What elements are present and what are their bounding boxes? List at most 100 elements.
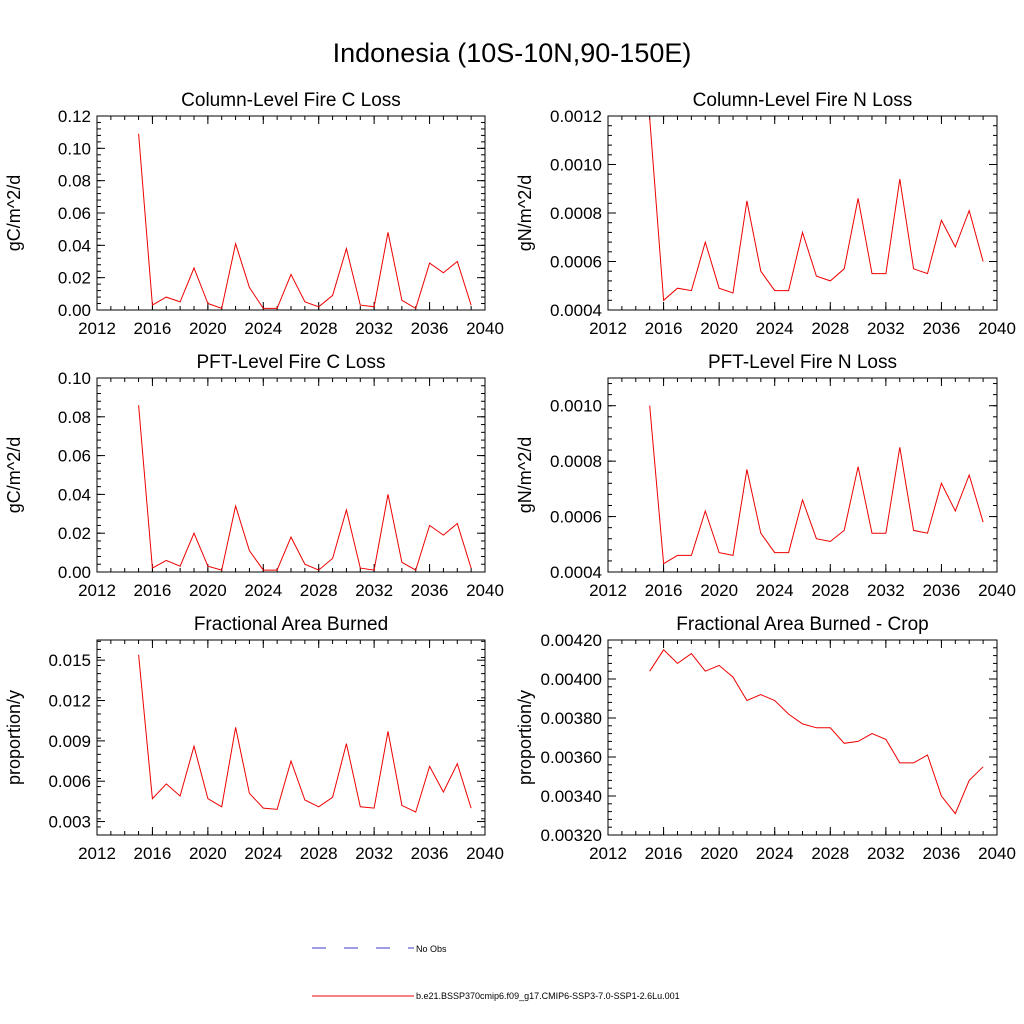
- x-tick-label: 2016: [134, 581, 172, 600]
- panel-title: PFT-Level Fire N Loss: [708, 352, 897, 373]
- x-tick-label: 2032: [355, 844, 393, 863]
- x-tick-label: 2036: [411, 319, 449, 338]
- panel-4: PFT-Level Fire N Loss gN/m^2/d 2012 2016 202…: [515, 352, 1016, 600]
- y-tick-label: 0.012: [48, 692, 91, 711]
- x-tick-label: 2024: [244, 844, 282, 863]
- y-tick-label: 0.04: [58, 485, 91, 504]
- series-line: [138, 405, 472, 571]
- x-tick-label: 2036: [411, 581, 449, 600]
- y-tick-label: 0.00360: [541, 748, 602, 767]
- y-tick-label: 0.0006: [550, 253, 602, 272]
- y-tick-label: 0.0006: [550, 508, 602, 527]
- panel-2: Column-Level Fire N Loss gN/m^2/d 2012 2016…: [515, 90, 1016, 338]
- x-tick-label: 2020: [189, 844, 227, 863]
- x-tick-label: 2012: [589, 319, 627, 338]
- y-tick-label: 0.00400: [541, 670, 602, 689]
- y-tick-label: 0.02: [58, 524, 91, 543]
- legend-obs-label: No Obs: [416, 944, 447, 954]
- y-tick-label: 0.009: [48, 732, 91, 751]
- x-tick-label: 2024: [756, 581, 794, 600]
- panel-title: Column-Level Fire C Loss: [181, 90, 401, 111]
- y-tick-label: 0.0010: [550, 156, 602, 175]
- x-tick-label: 2036: [923, 319, 961, 338]
- x-tick-label: 2028: [300, 319, 338, 338]
- x-tick-label: 2016: [645, 319, 683, 338]
- x-tick-label: 2036: [411, 844, 449, 863]
- x-tick-label: 2012: [78, 319, 116, 338]
- y-tick-label: 0.08: [58, 408, 91, 427]
- series-line: [649, 405, 984, 565]
- y-tick-label: 0.0004: [550, 563, 602, 582]
- y-tick-label: 0.00: [58, 301, 91, 320]
- y-axis-label: proportion/y: [4, 690, 24, 785]
- x-tick-label: 2032: [355, 581, 393, 600]
- x-tick-label: 2040: [466, 581, 504, 600]
- x-tick-label: 2020: [700, 581, 738, 600]
- x-tick-label: 2032: [867, 581, 905, 600]
- x-tick-label: 2012: [78, 581, 116, 600]
- x-tick-label: 2012: [589, 581, 627, 600]
- y-tick-label: 0.04: [58, 236, 91, 255]
- y-tick-label: 0.02: [58, 269, 91, 288]
- x-tick-label: 2012: [589, 844, 627, 863]
- y-tick-label: 0.06: [58, 204, 91, 223]
- y-tick-label: 0.00340: [541, 787, 602, 806]
- panel-title: Fractional Area Burned: [194, 614, 388, 635]
- x-tick-label: 2012: [78, 844, 116, 863]
- x-tick-label: 2036: [923, 844, 961, 863]
- figure-title: Indonesia (10S-10N,90-150E): [332, 38, 692, 68]
- y-tick-label: 0.015: [48, 651, 91, 670]
- y-tick-label: 0.0010: [550, 397, 602, 416]
- y-tick-label: 0.0008: [550, 204, 602, 223]
- panel-title: Column-Level Fire N Loss: [693, 90, 913, 111]
- x-tick-label: 2040: [466, 319, 504, 338]
- y-tick-label: 0.00320: [541, 826, 602, 845]
- series-line: [649, 118, 984, 302]
- x-tick-label: 2020: [700, 844, 738, 863]
- x-tick-label: 2020: [189, 319, 227, 338]
- x-tick-label: 2020: [189, 581, 227, 600]
- y-tick-label: 0.12: [58, 107, 91, 126]
- panel-6: Fractional Area Burned - Crop proportion/…: [515, 614, 1016, 863]
- series-line: [649, 649, 984, 815]
- panel-title: Fractional Area Burned - Crop: [676, 614, 928, 635]
- x-tick-label: 2028: [811, 581, 849, 600]
- x-tick-label: 2040: [978, 581, 1016, 600]
- x-tick-label: 2032: [867, 319, 905, 338]
- plot-frame: [607, 377, 998, 573]
- x-tick-label: 2024: [756, 844, 794, 863]
- series-line: [138, 654, 472, 813]
- x-tick-label: 2016: [134, 844, 172, 863]
- x-tick-label: 2036: [923, 581, 961, 600]
- x-tick-label: 2032: [355, 319, 393, 338]
- plot-frame: [96, 377, 486, 573]
- y-axis-label: gN/m^2/d: [515, 437, 535, 513]
- panel-1: Column-Level Fire C Loss gC/m^2/d 2012 2016…: [4, 90, 504, 338]
- x-tick-label: 2032: [867, 844, 905, 863]
- y-axis-label: gC/m^2/d: [4, 437, 24, 513]
- x-tick-label: 2016: [645, 581, 683, 600]
- y-tick-label: 0.0004: [550, 301, 602, 320]
- y-tick-label: 0.0008: [550, 452, 602, 471]
- y-tick-label: 0.006: [48, 772, 91, 791]
- y-axis-label: proportion/y: [515, 690, 535, 785]
- x-tick-label: 2028: [300, 844, 338, 863]
- x-tick-label: 2040: [978, 319, 1016, 338]
- x-tick-label: 2016: [134, 319, 172, 338]
- x-tick-label: 2020: [700, 319, 738, 338]
- x-tick-label: 2040: [978, 844, 1016, 863]
- x-tick-label: 2024: [244, 581, 282, 600]
- y-tick-label: 0.00380: [541, 709, 602, 728]
- series-line: [138, 133, 472, 310]
- plot-frame: [96, 639, 486, 836]
- y-axis-label: gC/m^2/d: [4, 175, 24, 251]
- y-tick-label: 0.003: [48, 813, 91, 832]
- y-tick-label: 0.10: [58, 369, 91, 388]
- panel-title: PFT-Level Fire C Loss: [197, 352, 386, 373]
- x-tick-label: 2024: [244, 319, 282, 338]
- x-tick-label: 2028: [811, 844, 849, 863]
- y-tick-label: 0.08: [58, 172, 91, 191]
- y-tick-label: 0.06: [58, 447, 91, 466]
